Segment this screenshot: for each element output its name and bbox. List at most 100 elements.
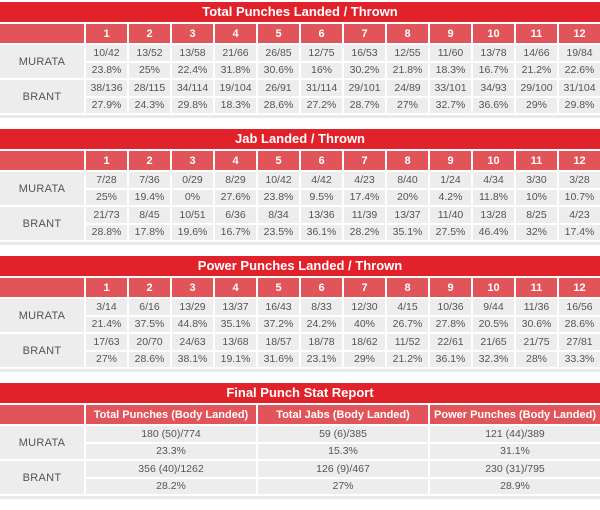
landed-thrown-cell: 10/42 [86, 45, 127, 61]
percentage-cell: 16.7% [215, 224, 256, 240]
landed-thrown-cell: 29/100 [516, 80, 557, 96]
percentage-cell: 18.3% [215, 97, 256, 113]
landed-thrown-cell: 31/104 [559, 80, 600, 96]
percentage-cell: 24.3% [129, 97, 170, 113]
percentage-cell: 31.1% [430, 443, 600, 459]
percentage-cell: 4.2% [430, 189, 471, 205]
percentage-cell: 30.2% [344, 62, 385, 78]
landed-thrown-cell: 13/78 [473, 45, 514, 61]
landed-thrown-cell: 4/42 [301, 172, 342, 188]
column-header-cell: 4 [215, 24, 256, 43]
percentage-cell: 36.1% [301, 224, 342, 240]
landed-thrown-cell: 19/104 [215, 80, 256, 96]
landed-thrown-cell: 19/84 [559, 45, 600, 61]
percentage-cell: 22.6% [559, 62, 600, 78]
landed-thrown-cell: 16/56 [559, 299, 600, 315]
column-header-cell: 11 [516, 278, 557, 297]
fighter-name-cell: MURATA [0, 45, 84, 78]
landed-thrown-cell: 7/36 [129, 172, 170, 188]
column-header-cell: 6 [301, 151, 342, 170]
column-header-cell: Total Punches (Body Landed) [86, 405, 256, 424]
landed-thrown-cell: 13/29 [172, 299, 213, 315]
percentage-cell: 20% [387, 189, 428, 205]
percentage-cell: 28.7% [344, 97, 385, 113]
percentage-cell: 27% [387, 97, 428, 113]
percentage-cell: 27% [86, 351, 127, 367]
column-header-cell: 4 [215, 278, 256, 297]
percentage-cell: 36.1% [430, 351, 471, 367]
percentage-cell: 24.2% [301, 316, 342, 332]
landed-thrown-cell: 8/33 [301, 299, 342, 315]
column-header-cell: 9 [430, 24, 471, 43]
percentage-cell: 27.6% [215, 189, 256, 205]
percentage-cell: 25% [86, 189, 127, 205]
column-header-cell: 2 [129, 24, 170, 43]
percentage-cell: 46.4% [473, 224, 514, 240]
table-bottom-strip [0, 242, 600, 245]
column-header-cell: 8 [387, 24, 428, 43]
landed-thrown-cell: 121 (44)/389 [430, 426, 600, 442]
percentage-cell: 17.4% [559, 224, 600, 240]
table-title-jabs: Jab Landed / Thrown [0, 129, 600, 149]
landed-thrown-cell: 13/52 [129, 45, 170, 61]
column-header-cell: 7 [344, 151, 385, 170]
column-header-cell: 11 [516, 24, 557, 43]
header-corner-cell [0, 151, 84, 170]
landed-thrown-cell: 126 (9)/467 [258, 461, 428, 477]
table-grid-jabs: 1 2 3 4 5 6 7 8 9 10 11 12 MURATA 7/28 7/36 0/29 8/29 10/… [0, 151, 600, 240]
landed-thrown-cell: 16/53 [344, 45, 385, 61]
landed-thrown-cell: 27/81 [559, 334, 600, 350]
landed-thrown-cell: 4/23 [344, 172, 385, 188]
table-jabs: Jab Landed / Thrown 1 2 3 4 5 6 7 8 9 10 11 12 MURAT… [0, 129, 600, 245]
percentage-cell: 23.8% [86, 62, 127, 78]
landed-thrown-cell: 3/30 [516, 172, 557, 188]
percentage-cell: 23.1% [301, 351, 342, 367]
column-header-cell: 2 [129, 278, 170, 297]
landed-thrown-cell: 11/36 [516, 299, 557, 315]
landed-thrown-cell: 34/93 [473, 80, 514, 96]
column-header-cell: 1 [86, 151, 127, 170]
landed-thrown-cell: 10/42 [258, 172, 299, 188]
percentage-cell: 28% [516, 351, 557, 367]
percentage-cell: 27.5% [430, 224, 471, 240]
fighter-name-cell: BRANT [0, 334, 84, 367]
landed-thrown-cell: 4/15 [387, 299, 428, 315]
landed-thrown-cell: 13/37 [387, 207, 428, 223]
percentage-cell: 36.6% [473, 97, 514, 113]
column-header-cell: 8 [387, 151, 428, 170]
landed-thrown-cell: 13/68 [215, 334, 256, 350]
landed-thrown-cell: 10/36 [430, 299, 471, 315]
column-header-cell: 1 [86, 24, 127, 43]
percentage-cell: 30.6% [516, 316, 557, 332]
percentage-cell: 28.6% [129, 351, 170, 367]
percentage-cell: 28.2% [86, 478, 256, 494]
percentage-cell: 32.7% [430, 97, 471, 113]
landed-thrown-cell: 21/65 [473, 334, 514, 350]
table-title-final-report: Final Punch Stat Report [0, 383, 600, 403]
column-header-cell: 7 [344, 24, 385, 43]
percentage-cell: 44.8% [172, 316, 213, 332]
landed-thrown-cell: 28/115 [129, 80, 170, 96]
percentage-cell: 19.1% [215, 351, 256, 367]
landed-thrown-cell: 180 (50)/774 [86, 426, 256, 442]
percentage-cell: 27.9% [86, 97, 127, 113]
landed-thrown-cell: 10/51 [172, 207, 213, 223]
landed-thrown-cell: 8/45 [129, 207, 170, 223]
fighter-name-cell: MURATA [0, 299, 84, 332]
percentage-cell: 16.7% [473, 62, 514, 78]
landed-thrown-cell: 11/60 [430, 45, 471, 61]
column-header-cell: Power Punches (Body Landed) [430, 405, 600, 424]
percentage-cell: 19.4% [129, 189, 170, 205]
percentage-cell: 10% [516, 189, 557, 205]
percentage-cell: 28.6% [559, 316, 600, 332]
column-header-cell: 5 [258, 151, 299, 170]
column-header-cell: 3 [172, 151, 213, 170]
column-header-cell: 8 [387, 278, 428, 297]
table-bottom-strip [0, 496, 600, 499]
column-header-cell: 4 [215, 151, 256, 170]
percentage-cell: 17.4% [344, 189, 385, 205]
column-header-cell: 10 [473, 278, 514, 297]
percentage-cell: 18.3% [430, 62, 471, 78]
landed-thrown-cell: 13/58 [172, 45, 213, 61]
landed-thrown-cell: 12/30 [344, 299, 385, 315]
